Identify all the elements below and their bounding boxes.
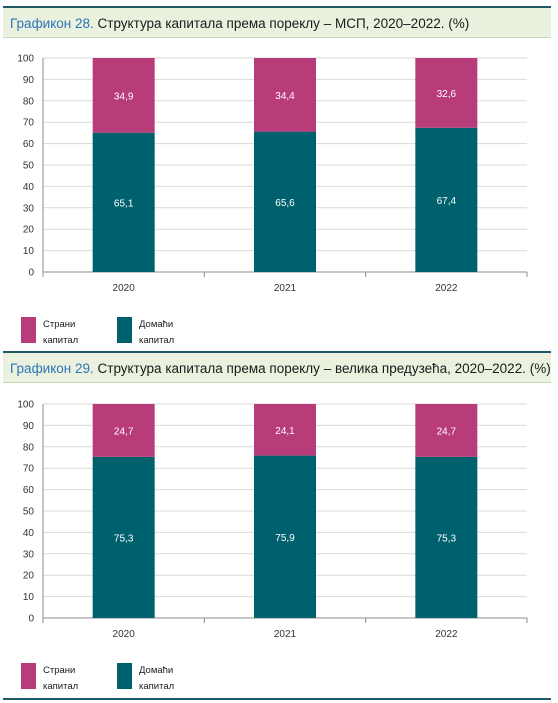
- data-label-foreign: 24,7: [114, 426, 134, 437]
- y-tick-label: 20: [23, 225, 35, 236]
- data-label-domestic: 75,3: [114, 533, 134, 544]
- y-tick-label: 60: [23, 139, 35, 150]
- chart-title-bar-1: Графикон 28. Структура капитала према по…: [3, 6, 551, 38]
- y-tick-label: 40: [23, 182, 35, 193]
- y-tick-label: 30: [23, 203, 35, 214]
- legend-label-domestic: Домаћи капитал: [139, 319, 175, 346]
- bar-domestic: [92, 456, 155, 618]
- y-tick-label: 100: [17, 54, 34, 65]
- data-label-foreign: 24,7: [437, 426, 457, 437]
- bar-foreign: [415, 404, 478, 457]
- bar-chart-large-enterprises: 0 10 20 30 40 50 60 70 80 90 100 75,3 24,7 2020 75,9 24…: [17, 400, 528, 640]
- x-category-label: 2020: [113, 283, 136, 294]
- y-tick-label: 30: [23, 549, 35, 560]
- bar-foreign: [254, 58, 316, 132]
- legend-1: Страни капитал Домаћи капитал: [0, 314, 558, 354]
- y-tick-label: 70: [23, 464, 35, 475]
- legend-swatch-foreign: [21, 663, 36, 689]
- y-tick-label: 50: [23, 161, 35, 172]
- data-label-foreign: 24,1: [275, 426, 295, 437]
- data-label-domestic: 65,1: [114, 198, 134, 209]
- chart-title-rest-1: Структура капитала према пореклу – МСП, …: [93, 16, 470, 31]
- x-category-label: 2020: [113, 629, 136, 640]
- bar-chart-msp: 0 10 20 30 40 50 60 70 80 90 100 65,1 34,9 2020 65,6 34…: [17, 54, 528, 294]
- y-tick-label: 80: [23, 96, 35, 107]
- chart-title-rest-2: Структура капитала према пореклу – велик…: [93, 361, 551, 376]
- legend-swatch-domestic: [117, 663, 132, 689]
- legend-swatch-foreign: [21, 317, 36, 343]
- data-label-foreign: 34,9: [114, 91, 134, 102]
- bar-domestic: [415, 127, 478, 272]
- y-tick-label: 50: [23, 507, 35, 518]
- bar-foreign: [92, 58, 155, 133]
- y-tick-label: 0: [28, 614, 34, 625]
- chart-title-2: Графикон 29. Структура капитала према по…: [10, 361, 551, 376]
- chart-title-bar-2: Графикон 29. Структура капитала према по…: [3, 351, 551, 383]
- data-label-domestic: 75,3: [437, 533, 457, 544]
- y-tick-label: 60: [23, 485, 35, 496]
- y-tick-label: 100: [17, 400, 34, 411]
- legend-2: Страни капитал Домаћи капитал: [0, 660, 558, 700]
- chart-title-label-2: Графикон 29.: [10, 361, 94, 376]
- y-tick-label: 10: [23, 246, 35, 257]
- data-label-foreign: 32,6: [437, 89, 457, 100]
- bar-domestic: [254, 455, 316, 618]
- x-category-label: 2021: [274, 629, 297, 640]
- y-tick-label: 90: [23, 421, 35, 432]
- legend-swatch-domestic: [117, 317, 132, 343]
- y-tick-label: 20: [23, 571, 35, 582]
- bar-foreign: [254, 404, 316, 456]
- x-category-label: 2022: [435, 283, 458, 294]
- data-label-foreign: 34,4: [275, 91, 295, 102]
- bar-domestic: [415, 456, 478, 618]
- bottom-rule: [3, 698, 551, 700]
- bar-foreign: [415, 58, 478, 128]
- legend-label-foreign: Страни капитал: [43, 665, 79, 692]
- legend-label-domestic: Домаћи капитал: [139, 665, 175, 692]
- x-category-label: 2022: [435, 629, 458, 640]
- bar-domestic: [92, 132, 155, 272]
- y-tick-label: 10: [23, 592, 35, 603]
- bar-foreign: [92, 404, 155, 457]
- y-tick-label: 0: [28, 268, 34, 279]
- chart-title-1: Графикон 28. Структура капитала према по…: [10, 16, 469, 31]
- y-tick-label: 80: [23, 442, 35, 453]
- legend-label-foreign: Страни капитал: [43, 319, 79, 346]
- data-label-domestic: 67,4: [437, 196, 457, 207]
- data-label-domestic: 65,6: [275, 198, 295, 209]
- y-tick-label: 70: [23, 118, 35, 129]
- x-category-label: 2021: [274, 283, 297, 294]
- y-tick-label: 40: [23, 528, 35, 539]
- chart-title-label-1: Графикон 28.: [10, 16, 94, 31]
- y-tick-label: 90: [23, 75, 35, 86]
- data-label-domestic: 75,9: [275, 533, 295, 544]
- bar-domestic: [254, 131, 316, 272]
